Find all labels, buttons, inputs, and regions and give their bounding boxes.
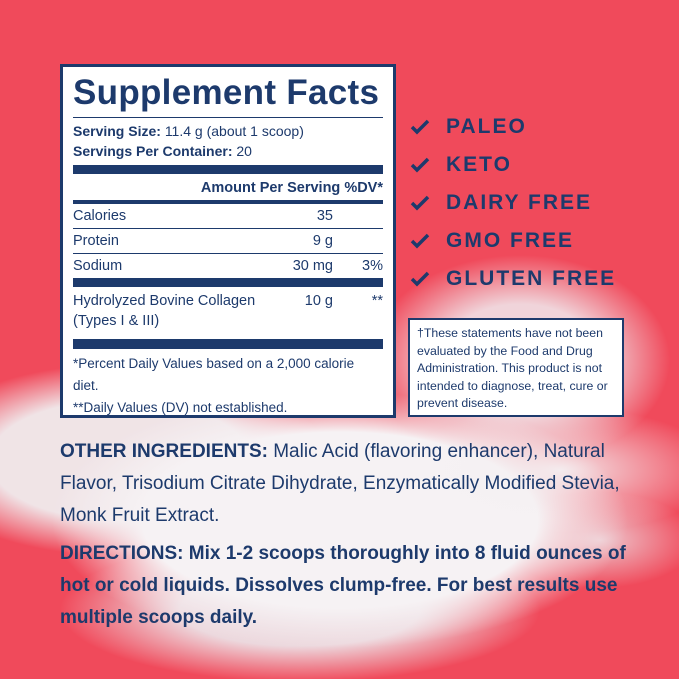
table-row: Protein 9 g: [73, 229, 383, 254]
badge-label: DAIRY FREE: [446, 191, 593, 214]
directions: DIRECTIONS: Mix 1-2 scoops thoroughly in…: [60, 538, 630, 634]
collagen-label: Hydrolyzed Bovine Collagen: [73, 293, 256, 309]
table-row: Calories 35: [73, 204, 383, 229]
supplement-facts-panel: Supplement Facts Serving Size: 11.4 g (a…: [60, 64, 396, 418]
other-ingredients-text: Malic Acid (flavoring enhancer), Natural…: [60, 441, 620, 526]
amount-header: Amount Per Serving %DV*: [73, 178, 383, 204]
nutrient-dv: 3%: [362, 258, 383, 274]
other-ingredients-label: OTHER INGREDIENTS:: [60, 441, 268, 462]
badge-label: KETO: [446, 153, 512, 176]
check-icon: [410, 271, 430, 287]
badge-dairy-free: DAIRY FREE: [410, 184, 616, 222]
badge-label: GLUTEN FREE: [446, 267, 617, 290]
collagen-name: Hydrolyzed Bovine Collagen (Types I & III…: [73, 291, 269, 335]
nutrient-name: Sodium: [73, 258, 123, 274]
servings-per-container: Servings Per Container: 20: [73, 141, 383, 161]
directions-label: DIRECTIONS:: [60, 543, 184, 564]
diet-badges: PALEO KETO DAIRY FREE GMO FREE GLUTEN FR…: [410, 108, 616, 298]
serving-size-label: Serving Size:: [73, 123, 161, 139]
divider: [73, 339, 383, 349]
divider: [73, 165, 383, 174]
divider: [73, 278, 383, 287]
nutrient-amount: 30 mg: [292, 258, 333, 274]
directions-text: Mix 1-2 scoops thoroughly into 8 fluid o…: [60, 543, 626, 628]
badge-gluten-free: GLUTEN FREE: [410, 260, 616, 298]
check-icon: [410, 119, 430, 135]
serving-size: Serving Size: 11.4 g (about 1 scoop): [73, 121, 383, 141]
badge-keto: KETO: [410, 146, 616, 184]
badge-label: PALEO: [446, 115, 527, 138]
nutrient-name: Protein: [73, 233, 119, 249]
servings-label: Servings Per Container:: [73, 143, 233, 159]
serving-size-value: 11.4 g (about 1 scoop): [164, 123, 304, 139]
check-icon: [410, 233, 430, 249]
nutrient-amount: 9 g: [312, 233, 333, 249]
collagen-dv: **: [371, 293, 383, 309]
table-row: Sodium 30 mg 3%: [73, 254, 383, 278]
nutrient-dv: [349, 204, 383, 228]
check-icon: [410, 195, 430, 211]
facts-title: Supplement Facts: [73, 71, 383, 118]
footnote-dv: *Percent Daily Values based on a 2,000 c…: [73, 356, 355, 393]
collagen-types: (Types I & III): [73, 313, 160, 329]
nutrient-name: Calories: [73, 208, 127, 224]
check-icon: [410, 157, 430, 173]
fda-disclaimer: †These statements have not been evaluate…: [408, 318, 624, 417]
footnote-not-established: **Daily Values (DV) not established.: [73, 400, 288, 415]
table-row-collagen: Hydrolyzed Bovine Collagen (Types I & III…: [73, 291, 383, 335]
badge-paleo: PALEO: [410, 108, 616, 146]
collagen-amount: 10 g: [304, 293, 333, 309]
badge-label: GMO FREE: [446, 229, 575, 252]
servings-value: 20: [236, 143, 252, 159]
badge-gmo-free: GMO FREE: [410, 222, 616, 260]
nutrient-amount: 35: [316, 208, 333, 224]
other-ingredients: OTHER INGREDIENTS: Malic Acid (flavoring…: [60, 436, 620, 532]
nutrient-dv: [349, 229, 383, 253]
